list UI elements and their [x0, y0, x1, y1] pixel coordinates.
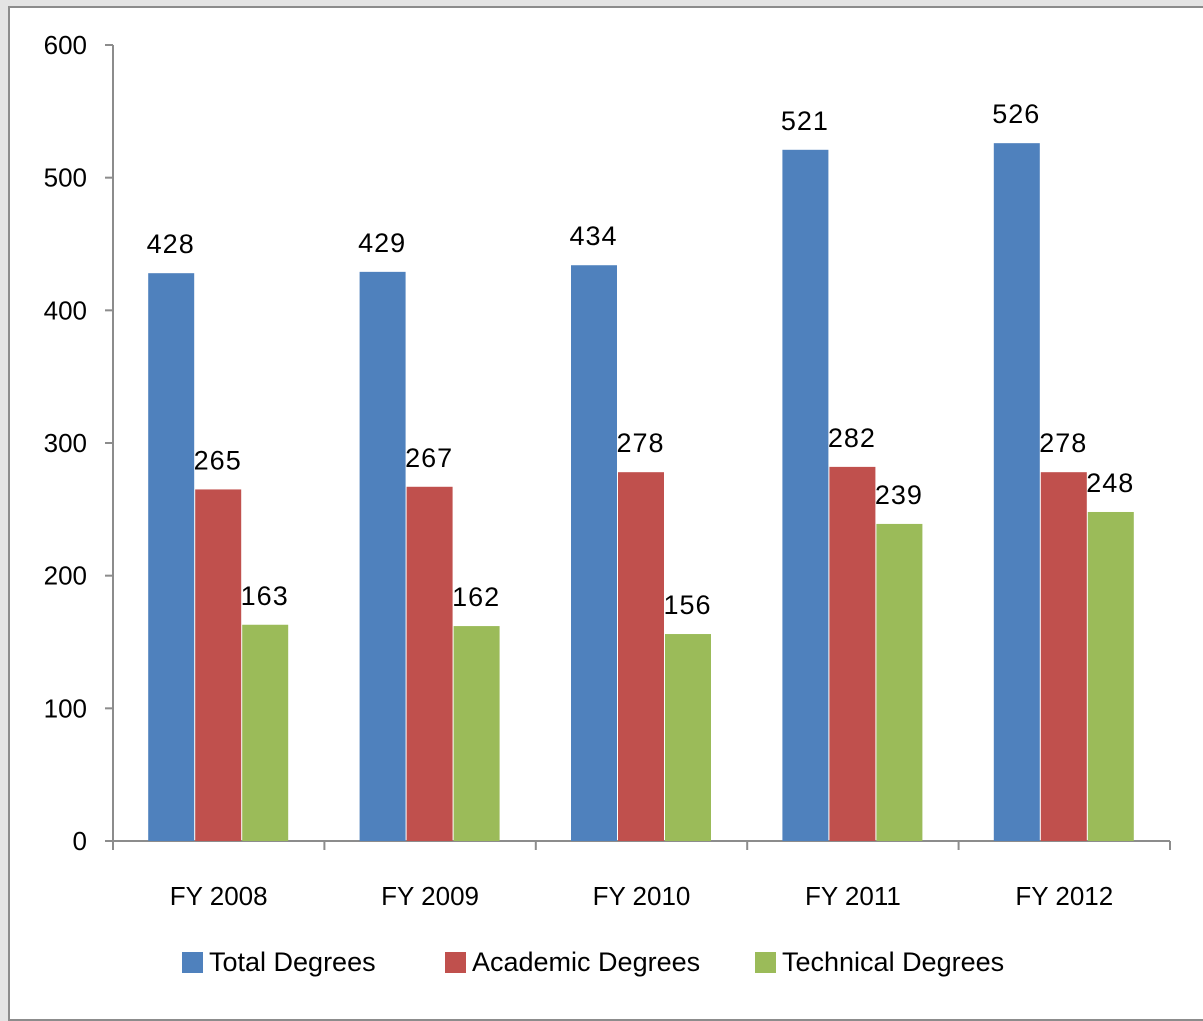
y-tick-label: 0: [73, 826, 87, 856]
legend-label: Technical Degrees: [782, 947, 1004, 977]
data-label: 429: [358, 228, 406, 258]
y-tick-label: 500: [44, 163, 87, 193]
data-label: 239: [875, 480, 923, 510]
data-label: 526: [992, 99, 1040, 129]
x-tick-label: FY 2011: [805, 881, 901, 911]
data-label: 434: [569, 221, 617, 251]
bar: [406, 486, 453, 841]
bar: [665, 634, 711, 841]
data-label: 265: [194, 445, 242, 475]
bar: [359, 271, 406, 841]
bar: [571, 265, 617, 841]
data-label: 521: [781, 106, 829, 136]
y-tick-label: 300: [44, 428, 87, 458]
data-label: 278: [616, 428, 664, 458]
data-label: 278: [1039, 428, 1087, 458]
y-tick-label: 200: [44, 561, 87, 591]
y-tick-label: 100: [44, 693, 87, 723]
bar: [1040, 472, 1087, 841]
data-label: 162: [452, 582, 500, 612]
bar: [876, 523, 923, 841]
legend-swatch: [755, 952, 776, 973]
bar: [242, 624, 289, 841]
data-label: 267: [405, 443, 453, 473]
data-label: 248: [1086, 468, 1134, 498]
legend-label: Academic Degrees: [472, 947, 700, 977]
x-tick-label: FY 2008: [170, 881, 268, 911]
bar: [993, 143, 1040, 841]
bar: [782, 149, 829, 842]
x-tick-label: FY 2009: [381, 881, 479, 911]
x-tick-label: FY 2012: [1015, 881, 1113, 911]
data-label: 163: [241, 581, 289, 611]
x-tick-label: FY 2010: [593, 881, 691, 911]
bar-chart: 0 100 200 300 400 500 600 428 265 163 FY 2008 429 26…: [44, 30, 1171, 977]
chart-frame: 0 100 200 300 400 500 600 428 265 163 FY 2008 429 26…: [8, 6, 1203, 1021]
y-tick-label: 400: [44, 295, 87, 325]
bar: [1087, 511, 1134, 841]
data-label: 282: [828, 423, 876, 453]
legend-label: Total Degrees: [209, 947, 376, 977]
data-label: 156: [663, 590, 711, 620]
y-tick-label: 600: [44, 30, 87, 60]
data-label: 428: [147, 229, 195, 259]
legend-swatch: [445, 952, 466, 973]
bar: [618, 472, 664, 841]
bar: [453, 626, 500, 841]
bar: [148, 273, 195, 842]
bar: [829, 466, 876, 841]
legend-swatch: [182, 952, 203, 973]
bar: [195, 489, 242, 841]
